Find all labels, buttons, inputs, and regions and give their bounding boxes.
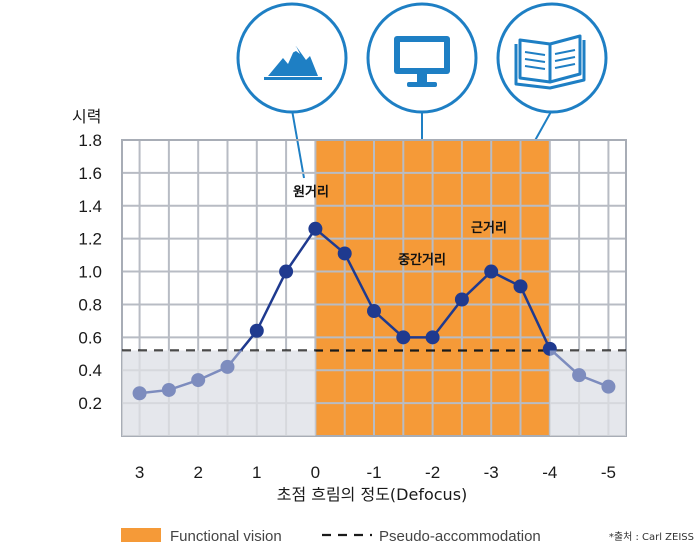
data-point (425, 330, 440, 345)
plot-frame (121, 139, 627, 437)
x-tick-label: 0 (311, 463, 320, 482)
data-point (249, 323, 264, 338)
legend-label-functional-vision: Functional vision (170, 528, 282, 545)
y-tick-label: 1.4 (78, 197, 102, 216)
data-point (132, 386, 147, 401)
data-point (308, 221, 323, 236)
series-points (132, 221, 616, 401)
x-axis-ticks: 3 2 1 0 -1 -2 -3 -4 -5 (135, 463, 616, 482)
data-point (454, 292, 469, 307)
mountain-icon (264, 46, 322, 80)
x-tick-label: 3 (135, 463, 144, 482)
x-tick-label: -3 (484, 463, 499, 482)
callout-far (236, 2, 348, 179)
book-icon (514, 34, 586, 90)
x-tick-label: -2 (425, 463, 440, 482)
data-point (161, 382, 176, 397)
data-point (191, 373, 206, 388)
data-point (220, 359, 235, 374)
data-point (367, 304, 381, 319)
y-tick-label: 0.8 (78, 295, 102, 314)
data-point (513, 279, 528, 294)
y-axis-ticks: 1.8 1.6 1.4 1.2 1.0 0.8 0.6 0.4 0.2 (78, 131, 102, 413)
monitor-icon (394, 36, 450, 87)
y-tick-label: 1.0 (78, 263, 102, 282)
data-point (396, 330, 411, 345)
zone-label-near: 근거리 (471, 220, 507, 236)
pseudo-band-overlay (549, 350, 626, 436)
y-tick-label: 0.2 (78, 394, 102, 413)
data-point (572, 368, 587, 383)
pseudo-band-overlay (122, 350, 316, 436)
x-tick-label: -4 (542, 463, 557, 482)
y-axis-label: 시력 (72, 107, 101, 126)
legend-swatch-functional-vision (121, 528, 161, 542)
y-tick-label: 1.2 (78, 230, 102, 249)
y-tick-label: 0.6 (78, 328, 102, 347)
y-tick-label: 1.8 (78, 131, 102, 150)
legend: Functional vision Pseudo-accommodation (121, 528, 541, 545)
data-point (484, 264, 499, 279)
callout-mid (366, 2, 478, 246)
data-point (601, 379, 616, 394)
data-point (337, 246, 352, 261)
x-axis-label: 초점 흐림의 정도(Defocus) (277, 485, 468, 504)
x-tick-label: -1 (366, 463, 381, 482)
callout-line-far (291, 109, 305, 179)
data-point (542, 341, 557, 356)
data-point (279, 264, 294, 279)
y-tick-label: 1.6 (78, 164, 102, 183)
source-note: *출처 : Carl ZEISS (609, 531, 694, 543)
legend-label-pseudo-accommodation: Pseudo-accommodation (379, 528, 541, 545)
x-tick-label: 2 (193, 463, 202, 482)
zone-label-mid: 중간거리 (398, 252, 446, 268)
zone-label-far: 원거리 (293, 184, 329, 200)
x-tick-label: -5 (601, 463, 616, 482)
x-tick-label: 1 (252, 463, 261, 482)
y-tick-label: 0.4 (78, 361, 102, 380)
